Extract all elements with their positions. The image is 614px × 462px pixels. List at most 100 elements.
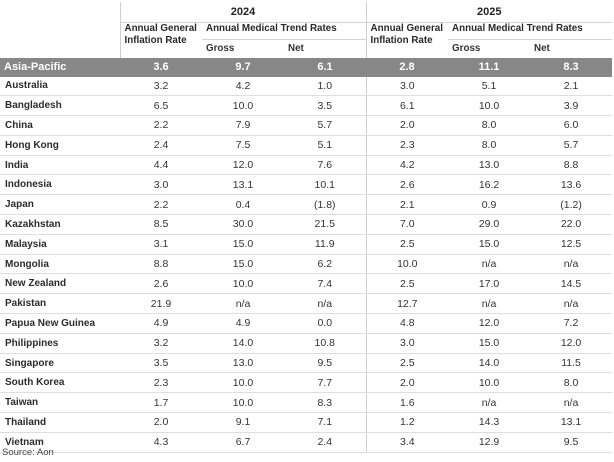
country-name: Malaysia <box>0 234 120 255</box>
cell-gross-2024: 10.0 <box>202 95 284 117</box>
country-name: Hong Kong <box>0 135 120 156</box>
cell-net-2025: n/a <box>530 254 613 275</box>
cell-gross-2024: 12.0 <box>202 155 284 176</box>
net-header-2024: Net <box>284 39 367 58</box>
cell-gross-2024: 4.2 <box>202 76 284 97</box>
cell-gross-2025: 15.0 <box>448 234 531 255</box>
cell-gross-2024: 10.0 <box>202 392 284 414</box>
country-name: Kazakhstan <box>0 214 120 235</box>
cell-net-2024: 2.4 <box>284 432 367 453</box>
table-row: India 4.4 12.0 7.6 4.2 13.0 8.8 <box>0 155 613 176</box>
country-name: Papua New Guinea <box>0 313 120 334</box>
cell-net-2024: 7.6 <box>284 155 367 176</box>
cell-inflation-2024: 2.0 <box>120 412 202 433</box>
cell-inflation-2025: 3.4 <box>365 432 449 453</box>
cell-inflation-2025: 3.0 <box>365 76 449 97</box>
cell-net-2024: (1.8) <box>284 194 367 216</box>
cell-inflation-2024: 2.4 <box>120 135 202 156</box>
cell-net-2025: 9.5 <box>530 432 613 453</box>
table-row: Japan 2.2 0.4 (1.8) 2.1 0.9 (1.2) <box>0 194 613 216</box>
cell-inflation-2024: 4.3 <box>120 432 202 453</box>
cell-inflation-2025: 1.2 <box>365 412 449 433</box>
country-name: Bangladesh <box>0 95 120 117</box>
country-name: Pakistan <box>0 293 120 315</box>
cell-gross-2024: 10.0 <box>202 273 284 295</box>
table-row: Kazakhstan 8.5 30.0 21.5 7.0 29.0 22.0 <box>0 214 613 235</box>
cell-net-2025: 11.5 <box>530 353 613 374</box>
table-row: South Korea 2.3 10.0 7.7 2.0 10.0 8.0 <box>0 372 613 394</box>
cell-gross-2024: 9.1 <box>202 412 284 433</box>
country-rows: Australia 3.2 4.2 1.0 3.0 5.1 2.1 Bangladesh 6.5… <box>0 76 613 453</box>
cell-inflation-2025: 4.2 <box>365 155 449 176</box>
cell-gross-2024: 6.7 <box>202 432 284 453</box>
cell-net-2024: 10.8 <box>284 333 367 354</box>
cell-inflation-2024: 21.9 <box>120 293 202 315</box>
cell-gross-2024: 30.0 <box>202 214 284 235</box>
cell-net-2024: 11.9 <box>284 234 367 255</box>
year-2025-header: 2025 <box>365 2 613 23</box>
cell-gross-2025: 29.0 <box>448 214 531 235</box>
cell-gross-2025: 0.9 <box>448 194 531 216</box>
country-name: Vietnam <box>0 432 120 453</box>
cell-net-2024: 7.1 <box>284 412 367 433</box>
corner-cell <box>0 23 120 40</box>
table-row: Hong Kong 2.4 7.5 5.1 2.3 8.0 5.7 <box>0 135 613 156</box>
cell-gross-2024: 13.0 <box>202 353 284 374</box>
cell-inflation-2025: 2.5 <box>365 353 449 374</box>
country-name: New Zealand <box>0 273 120 295</box>
cell-gross-2025: 13.0 <box>448 155 531 176</box>
country-name: China <box>0 115 120 136</box>
table-row: Bangladesh 6.5 10.0 3.5 6.1 10.0 3.9 <box>0 95 613 117</box>
cell-net-2024: 7.7 <box>284 372 367 394</box>
cell-gross-2025: n/a <box>448 293 531 315</box>
cell-net-2025: 8.0 <box>530 372 613 394</box>
cell-gross-2024: 4.9 <box>202 313 284 334</box>
cell-inflation-2025: 12.7 <box>365 293 449 315</box>
gross-header-2024: Gross <box>202 39 284 58</box>
cell-inflation-2024: 3.1 <box>120 234 202 255</box>
cell-net-2025: n/a <box>530 392 613 414</box>
cell-inflation-2024: 2.3 <box>120 372 202 394</box>
cell-inflation-2025: 2.5 <box>365 234 449 255</box>
table-row: Indonesia 3.0 13.1 10.1 2.6 16.2 13.6 <box>0 174 613 196</box>
cell-net-2024: 5.1 <box>284 135 367 156</box>
cell-gross-2025: 10.0 <box>448 95 531 117</box>
cell-gross-2025: 5.1 <box>448 76 531 97</box>
cell-gross-2025: 12.9 <box>448 432 531 453</box>
country-name: Thailand <box>0 412 120 433</box>
cell-net-2025: 22.0 <box>530 214 613 235</box>
region-net-2025: 8.3 <box>530 57 613 77</box>
table-row: Vietnam 4.3 6.7 2.4 3.4 12.9 9.5 <box>0 432 613 453</box>
region-gross-2025: 11.1 <box>448 57 531 77</box>
table-row: Philippines 3.2 14.0 10.8 3.0 15.0 12.0 <box>0 333 613 354</box>
table-row: Thailand 2.0 9.1 7.1 1.2 14.3 13.1 <box>0 412 613 433</box>
country-name: Australia <box>0 76 120 97</box>
cell-net-2025: n/a <box>530 293 613 315</box>
region-inflation-2025: 2.8 <box>366 57 449 77</box>
cell-net-2025: 6.0 <box>530 115 613 136</box>
country-name: Philippines <box>0 333 120 354</box>
table-row: Australia 3.2 4.2 1.0 3.0 5.1 2.1 <box>0 76 613 97</box>
cell-gross-2025: 8.0 <box>448 115 531 136</box>
cell-inflation-2024: 1.7 <box>120 392 202 414</box>
cell-net-2025: 12.5 <box>530 234 613 255</box>
region-net-2024: 6.1 <box>284 57 367 77</box>
cell-net-2025: 3.9 <box>530 95 613 117</box>
cell-inflation-2024: 3.0 <box>120 174 202 196</box>
cell-gross-2025: 16.2 <box>448 174 531 196</box>
region-row: Asia-Pacific 3.6 9.7 6.1 2.8 11.1 8.3 <box>0 57 613 77</box>
cell-gross-2024: 7.5 <box>202 135 284 156</box>
cell-net-2024: 1.0 <box>284 76 367 97</box>
cell-inflation-2025: 10.0 <box>365 254 449 275</box>
table-row: Mongolia 8.8 15.0 6.2 10.0 n/a n/a <box>0 254 613 275</box>
trend-header-2025: Annual Medical Trend Rates <box>452 23 583 34</box>
cell-net-2024: 3.5 <box>284 95 367 117</box>
table-row: Papua New Guinea 4.9 4.9 0.0 4.8 12.0 7.2 <box>0 313 613 334</box>
cell-net-2025: 14.5 <box>530 273 613 295</box>
cell-net-2024: 10.1 <box>284 174 367 196</box>
country-name: India <box>0 155 120 176</box>
cell-gross-2025: 17.0 <box>448 273 531 295</box>
cell-inflation-2025: 4.8 <box>365 313 449 334</box>
cell-inflation-2024: 3.5 <box>120 353 202 374</box>
